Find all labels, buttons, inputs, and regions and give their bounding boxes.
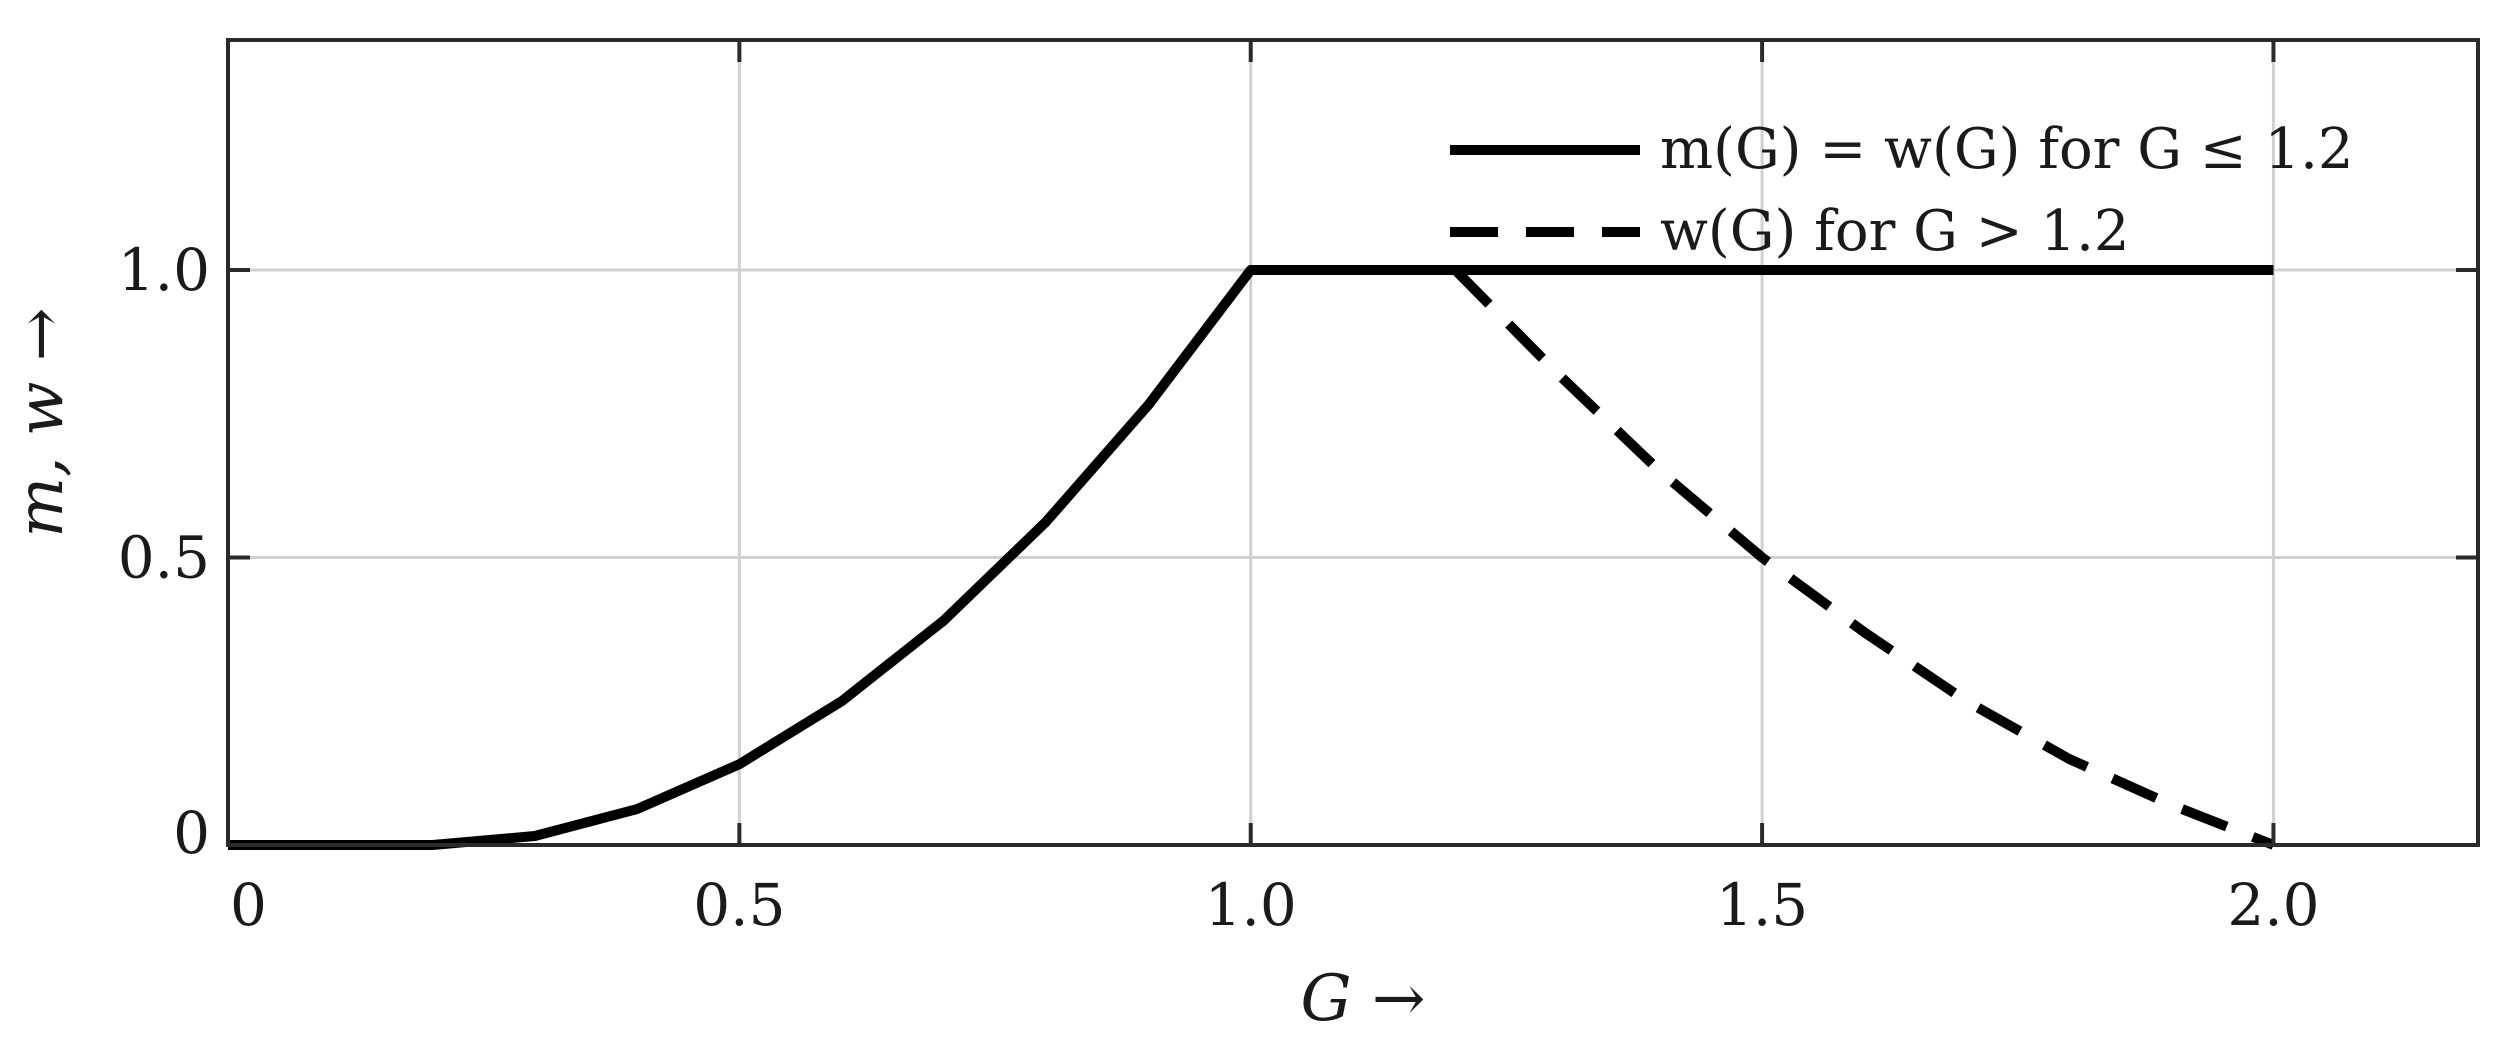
plot-frame <box>226 38 2480 847</box>
y-axis-label: m, w → <box>4 307 78 537</box>
x-tick-label: 1.0 <box>1205 871 1297 939</box>
x-axis-label: G → <box>1300 962 1425 1036</box>
y-tick-label: 0.5 <box>118 524 210 592</box>
x-tick-label: 1.5 <box>1716 871 1808 939</box>
y-tick-label: 1.0 <box>118 236 210 304</box>
x-tick-label: 2.0 <box>2227 871 2319 939</box>
x-tick-label: 0 <box>230 871 267 939</box>
x-tick-label: 0.5 <box>693 871 785 939</box>
series-line-dashed <box>1451 266 2276 850</box>
tick-labels: 0 0.5 1.0 1.5 2.0 0 0.5 1.0 <box>118 236 2320 939</box>
y-tick-label: 0 <box>173 799 210 867</box>
legend-entry-m-w: m(G) = w(G) for G ≤ 1.2 <box>1660 117 2354 182</box>
legend-entry-w: w(G) for G > 1.2 <box>1660 199 2130 264</box>
tick-marks <box>226 40 2478 847</box>
series-line-solid <box>228 265 2274 850</box>
legend: m(G) = w(G) for G ≤ 1.2 w(G) for G > 1.2 <box>1450 117 2354 264</box>
series-layer <box>228 265 2276 850</box>
